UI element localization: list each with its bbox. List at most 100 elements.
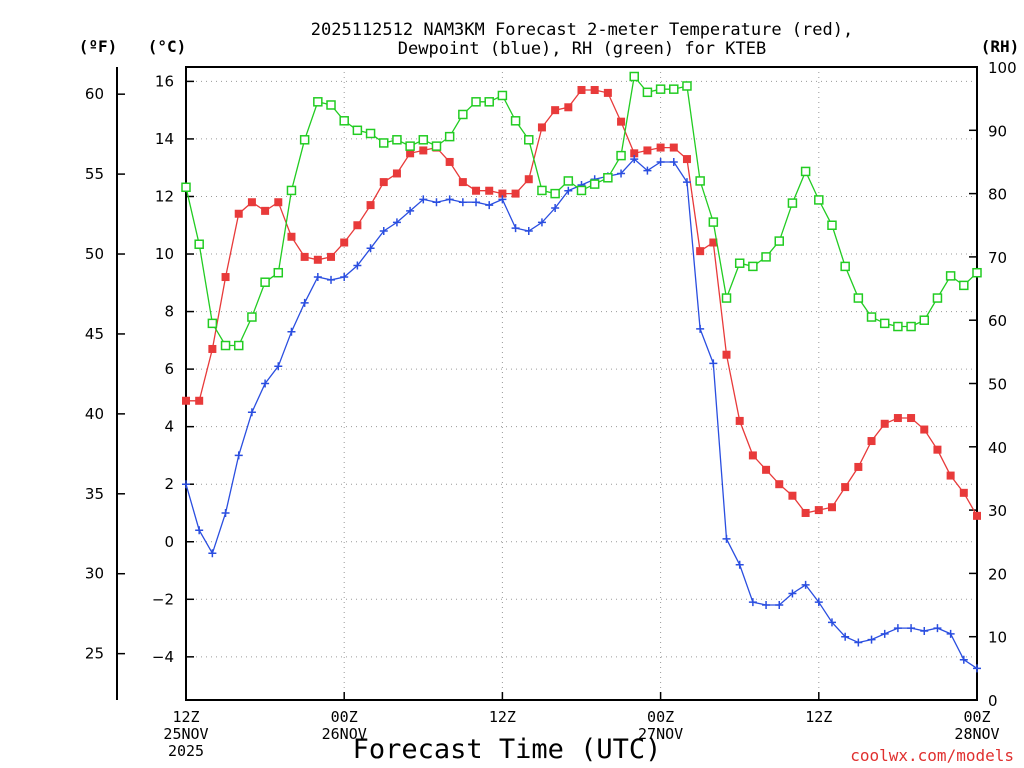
- fahrenheit-tick-label: 30: [85, 565, 104, 583]
- rh-point: [879, 318, 890, 329]
- rh-series: [181, 71, 982, 351]
- rh-point: [906, 321, 916, 332]
- temperature-point: [287, 232, 296, 241]
- temperature-point: [472, 186, 481, 195]
- dewpoint-point: [458, 198, 467, 207]
- dewpoint-point: [617, 169, 626, 178]
- temperature-point: [327, 252, 336, 261]
- dewpoint-point: [195, 526, 204, 535]
- temperature-point: [366, 201, 375, 210]
- time-tick-label: 27NOV: [638, 725, 683, 743]
- dewpoint-point: [221, 508, 230, 517]
- rh-point: [945, 271, 956, 281]
- dewpoint-point: [801, 580, 810, 589]
- temperature-point: [814, 506, 823, 515]
- temperature-point: [907, 414, 916, 423]
- temperature-point: [498, 189, 507, 198]
- rh-point: [563, 176, 574, 186]
- dewpoint-point: [946, 629, 955, 638]
- dewpoint-line: [185, 158, 978, 669]
- temperature-point: [234, 209, 243, 218]
- temperature-point: [775, 480, 784, 489]
- temperature-point: [485, 186, 494, 195]
- temperature-point: [392, 169, 401, 178]
- rh-point: [181, 182, 191, 193]
- rh-point: [721, 293, 732, 303]
- rh-point: [682, 81, 692, 91]
- dewpoint-point: [867, 635, 876, 644]
- dewpoint-point: [182, 480, 190, 489]
- time-tick-label: 28NOV: [954, 725, 999, 743]
- dewpoint-point: [709, 359, 718, 368]
- celsius-tick-label: 0: [164, 533, 174, 551]
- celsius-axis: 16 14 12 10 8 6 4 2 0 −2 −4: [152, 72, 194, 666]
- rh-tick-label: 50: [988, 376, 1007, 394]
- dewpoint-point: [722, 534, 731, 543]
- rh-point: [299, 135, 310, 145]
- rh-point: [655, 84, 666, 94]
- dewpoint-point: [313, 273, 322, 282]
- dewpoint-point: [630, 155, 639, 164]
- temperature-point: [603, 88, 612, 97]
- temperature-point: [406, 149, 415, 158]
- celsius-tick-label: 14: [155, 130, 174, 148]
- rh-point: [695, 176, 705, 186]
- celsius-tick-label: 2: [164, 475, 174, 493]
- temperature-series: [182, 86, 981, 520]
- time-tick-label: 12Z: [172, 708, 199, 726]
- rh-point: [959, 280, 969, 291]
- temperature-point: [933, 445, 942, 454]
- rh-point: [827, 220, 837, 230]
- dewpoint-point: [498, 195, 507, 204]
- rh-point: [840, 261, 850, 272]
- temperature-point: [564, 103, 573, 112]
- rh-point: [748, 261, 758, 272]
- rh-point: [247, 312, 257, 322]
- dewpoint-point: [696, 324, 705, 333]
- dewpoint-point: [814, 598, 823, 607]
- dewpoint-point: [762, 601, 771, 610]
- fahrenheit-unit-label: (ºF): [79, 37, 118, 56]
- rh-point: [616, 150, 626, 161]
- fahrenheit-tick-label: 50: [85, 245, 104, 263]
- time-tick-label: 00Z: [331, 708, 358, 726]
- dewpoint-point: [682, 178, 691, 187]
- rh-point: [444, 131, 455, 142]
- temperature-point: [841, 483, 850, 492]
- rh-point: [800, 166, 811, 177]
- rh-tick-label: 30: [988, 502, 1007, 520]
- celsius-tick-label: −2: [152, 590, 174, 608]
- dewpoint-point: [748, 598, 757, 607]
- temperature-point: [669, 143, 678, 152]
- temperature-point: [524, 175, 533, 184]
- temperature-point: [537, 123, 546, 132]
- grid-lines: [186, 67, 977, 700]
- fahrenheit-axis: 60 55 50 45 40 35 30 25: [85, 85, 125, 663]
- temperature-point: [511, 189, 520, 198]
- rh-point: [405, 141, 415, 151]
- dewpoint-point: [432, 198, 441, 207]
- rh-point: [418, 135, 429, 145]
- fahrenheit-tick-label: 40: [85, 405, 104, 423]
- dewpoint-point: [274, 362, 283, 371]
- dewpoint-point: [564, 186, 573, 195]
- rh-tick-label: 40: [988, 439, 1007, 457]
- rh-point: [550, 188, 560, 199]
- rh-tick-label: 10: [988, 629, 1007, 647]
- rh-point: [893, 321, 903, 332]
- celsius-tick-label: 8: [164, 303, 174, 321]
- dewpoint-point: [973, 664, 981, 673]
- rh-tick-label: 0: [988, 692, 998, 710]
- rh-point: [734, 258, 745, 268]
- dewpoint-point: [247, 408, 256, 417]
- temperature-point: [788, 491, 797, 500]
- time-tick-label: 00Z: [963, 708, 990, 726]
- dewpoint-point: [854, 638, 863, 647]
- temperature-point: [247, 198, 256, 207]
- rh-point: [233, 340, 244, 351]
- time-tick-label: 12Z: [489, 708, 516, 726]
- temperature-point: [630, 149, 639, 158]
- dewpoint-point: [366, 244, 375, 253]
- fahrenheit-tick-label: 60: [85, 85, 104, 103]
